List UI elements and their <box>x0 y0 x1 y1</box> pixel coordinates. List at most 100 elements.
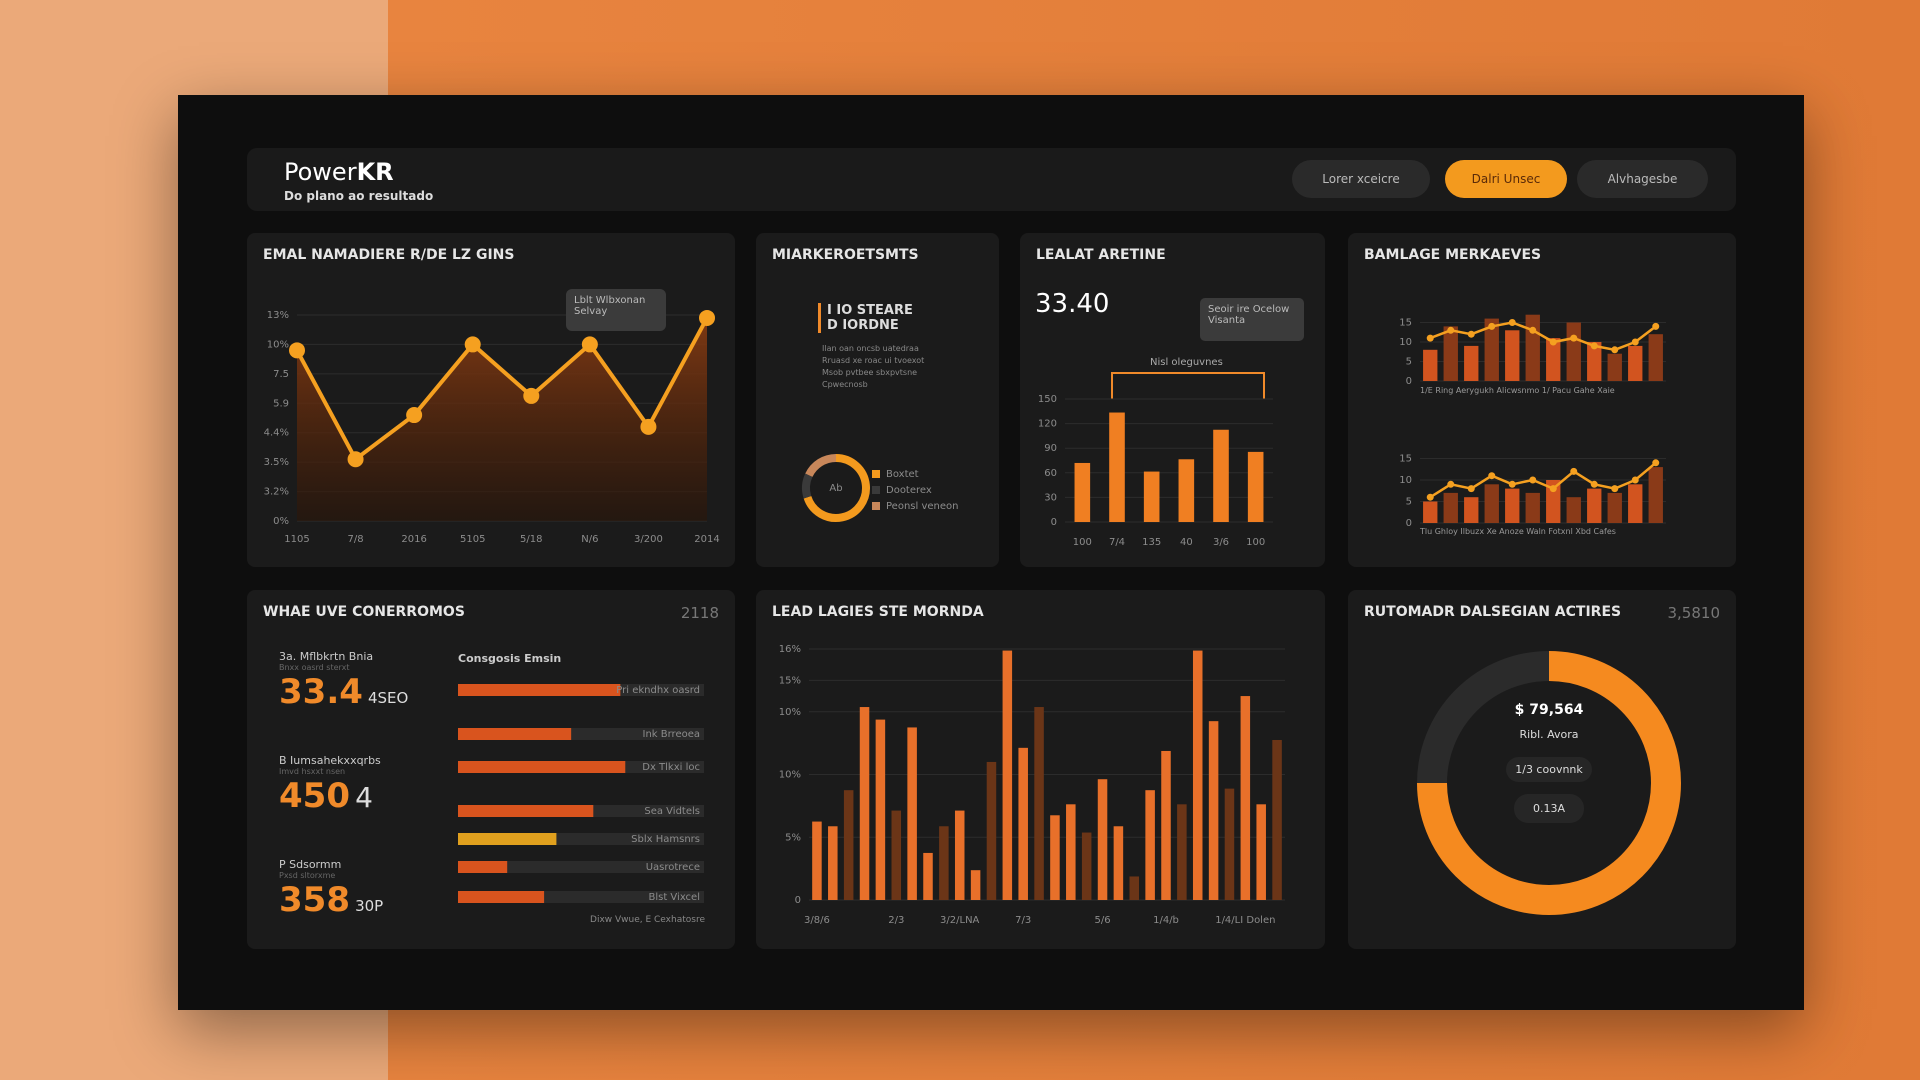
point <box>1426 334 1434 342</box>
bar <box>1648 467 1663 523</box>
legend-label: Peonsl veneon <box>886 501 958 512</box>
bar <box>1113 826 1124 900</box>
panel-title: RUTOMADR DALSEGIAN ACTIRES <box>1364 604 1622 620</box>
bar <box>1484 484 1499 523</box>
point <box>1631 338 1639 346</box>
progress-label: Uasrotrece <box>646 862 700 873</box>
bar <box>843 790 854 900</box>
y-tick-label: 90 <box>1044 443 1057 454</box>
bar <box>1423 349 1438 381</box>
kpi-unit: 4 <box>355 781 373 814</box>
center-pill: 0.13A <box>1514 794 1584 823</box>
bar <box>1256 804 1266 900</box>
bar <box>891 810 902 900</box>
point <box>1447 480 1455 488</box>
donut-center: Ab <box>829 483 842 494</box>
center-value: $ 79,564 <box>1514 702 1584 718</box>
x-tick-label: 3/200 <box>634 534 663 545</box>
progress-label: Dx Tlkxi loc <box>642 762 700 773</box>
y-tick-label: 5 <box>1406 357 1412 368</box>
progress-bar <box>458 761 626 773</box>
point <box>1652 322 1660 330</box>
kpi: P Sdsormm Pxsd sltorxme 358 30P <box>279 858 383 920</box>
donut-segment <box>802 473 813 499</box>
button[interactable]: Alvhagesbe <box>1577 160 1708 198</box>
heading: I IO STEARE D IORDNE <box>818 303 913 333</box>
tooltip-line: Lblt Wlbxonan <box>574 295 646 306</box>
callout-line: Visanta <box>1208 315 1246 326</box>
callout-line: Seoir ire Ocelow <box>1208 304 1290 315</box>
y-tick-label: 10 <box>1399 475 1412 486</box>
bar <box>1097 779 1108 900</box>
panel-title: WHAE UVE CONERROMOS <box>263 604 465 620</box>
caption: Tlu Ghloy Ilbuzx Xe Anoze Waln Fotxnl Xb… <box>1420 527 1616 536</box>
bar <box>1525 314 1540 381</box>
legend-swatch <box>872 502 880 510</box>
bar <box>1566 497 1581 523</box>
y-tick-label: 10 <box>1399 337 1412 348</box>
x-tick-label: 100 <box>1246 537 1265 548</box>
x-tick-label: 40 <box>1180 537 1193 548</box>
bar <box>1213 429 1229 522</box>
bar <box>1224 788 1235 900</box>
tagline: Do plano ao resultado <box>284 189 434 203</box>
x-tick-label: 5105 <box>460 534 485 545</box>
point <box>699 309 715 326</box>
kpi-unit: 4SEO <box>367 689 409 707</box>
panel: 0 30 60 90 120 150 100 7/4 135 40 3/6 100 LEALAT AR… <box>1020 233 1325 567</box>
bar <box>970 870 981 900</box>
bracket <box>1111 372 1265 399</box>
y-tick-label: 0% <box>273 516 289 527</box>
corner-value: 3,5810 <box>1667 604 1721 622</box>
bar <box>1178 459 1195 522</box>
x-tick-label: 3/6 <box>1213 537 1229 548</box>
notes: Ilan oan oncsb uatedraa Rruasd xe roac u… <box>822 343 924 391</box>
y-tick-label: 30 <box>1044 492 1057 503</box>
y-tick-label: 15 <box>1399 454 1412 465</box>
x-tick-label: 3/2/LNA <box>940 915 980 926</box>
bar <box>1208 721 1219 900</box>
point <box>347 451 364 468</box>
kpi-label: B Iumsahekxxqrbs <box>279 754 381 767</box>
x-tick-label: 1105 <box>284 534 309 545</box>
point <box>1611 346 1619 354</box>
x-tick-label: 3/8/6 <box>804 915 830 926</box>
x-tick-label: 135 <box>1142 537 1161 548</box>
point <box>581 336 598 353</box>
note: Msob pvtbee sbxpvtsne <box>822 368 918 377</box>
legend-label: Dooterex <box>886 485 932 496</box>
y-tick-label: 4.4% <box>264 428 289 439</box>
progress-bar <box>458 684 621 696</box>
bar <box>1066 804 1076 900</box>
bracket-label: Nisl oleguvnes <box>1150 357 1223 368</box>
bar <box>1034 707 1044 900</box>
panel: Pri ekndhx oasrd Ink Brreoea Dx Tlkxi loc S… <box>247 590 735 949</box>
panel: Boxtet Dooterex Peonsl veneon Ab MIARKEROET… <box>756 233 999 567</box>
donut-center: $ 79,564 Ribl. Avora 1/3 coovnnk 0.13A <box>1499 702 1599 823</box>
note: Cpwecnosb <box>822 380 868 389</box>
point <box>1549 338 1557 346</box>
point <box>1590 342 1598 350</box>
y-tick-label: 15% <box>779 675 801 686</box>
y-tick-label: 150 <box>1038 394 1057 405</box>
bar <box>1525 492 1540 523</box>
line <box>1429 321 1657 352</box>
chart: Boxtet Dooterex Peonsl veneon Ab <box>802 454 958 522</box>
y-tick-label: 5 <box>1406 497 1412 508</box>
center-label: Ribl. Avora <box>1519 728 1579 741</box>
bar <box>1161 750 1171 900</box>
progress-bar <box>458 728 572 740</box>
button[interactable]: Lorer xceicre <box>1292 160 1430 198</box>
bar <box>954 810 965 900</box>
bar <box>939 826 949 900</box>
y-tick-label: 13% <box>267 310 289 321</box>
area <box>297 317 707 521</box>
y-tick-label: 15 <box>1399 318 1412 329</box>
panel: 0% 3.2% 3.5% 4.4% 5.9 7.5 10% 13% 1105 7/8 2016 510… <box>247 233 735 567</box>
bar <box>812 821 822 900</box>
button[interactable]: Dalri Unsec <box>1445 160 1567 198</box>
x-tick-label: N/6 <box>581 534 598 545</box>
y-tick-label: 120 <box>1038 419 1057 430</box>
y-tick-label: 0 <box>1051 517 1057 528</box>
chart: 0 30 60 90 120 150 100 7/4 135 40 3/6 100 <box>1038 372 1273 548</box>
